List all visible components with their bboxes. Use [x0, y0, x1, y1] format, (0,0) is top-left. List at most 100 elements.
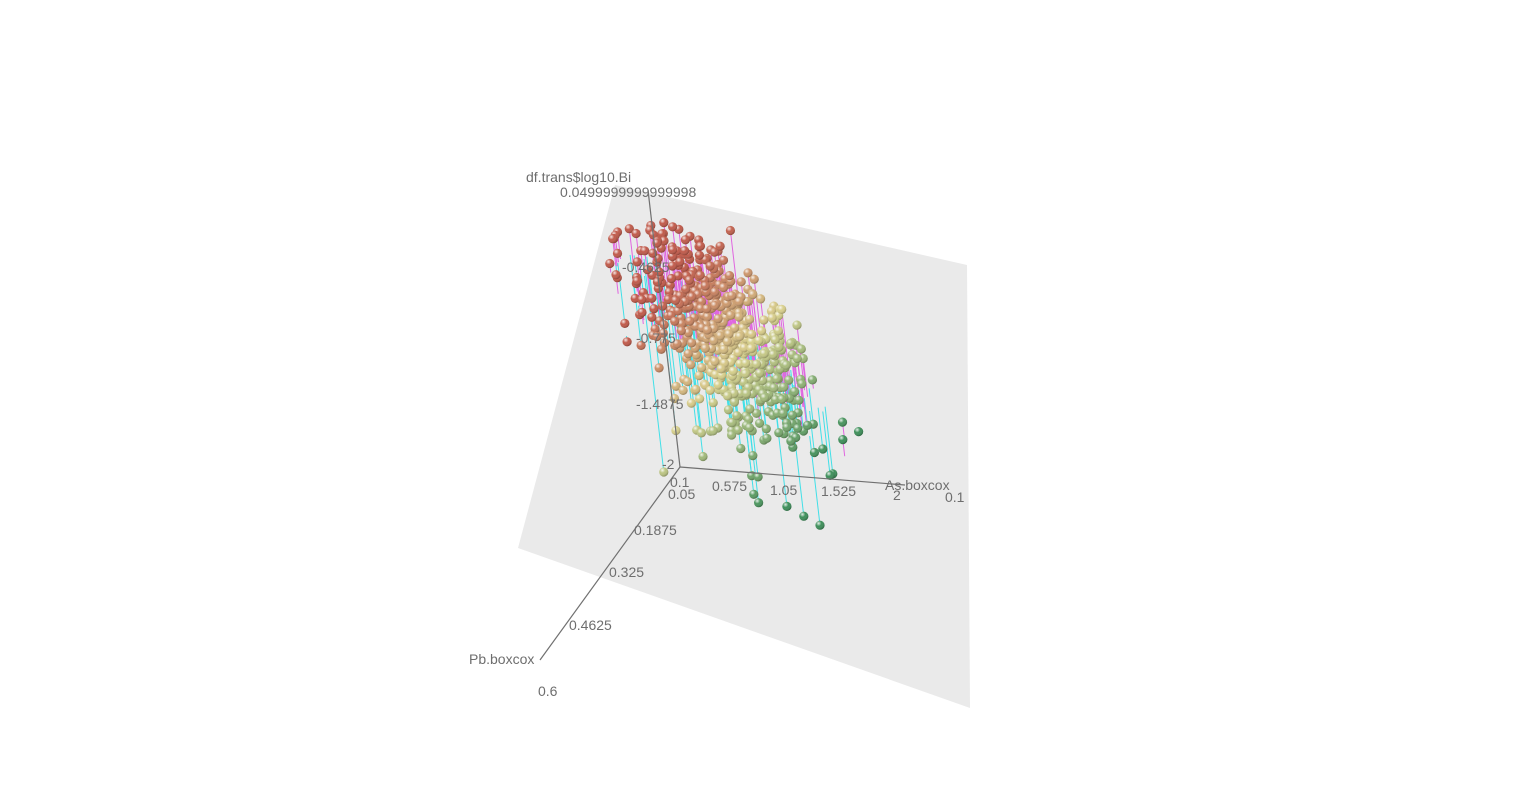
- scatter-point: [716, 364, 726, 374]
- scatter-point: [782, 422, 792, 432]
- scatter-point: [825, 470, 835, 480]
- scatter-point: [631, 228, 641, 239]
- scatter-point: [759, 315, 769, 325]
- scatter-point: [774, 342, 784, 352]
- scatter-point: [637, 295, 647, 305]
- scatter-point: [658, 301, 668, 311]
- scatter-point: [622, 337, 632, 347]
- scatter-point: [739, 343, 749, 353]
- z-tick-label: -1.4875: [636, 396, 684, 412]
- scatter-point: [663, 294, 673, 305]
- scatter-point: [723, 405, 734, 415]
- scatter-point: [713, 314, 723, 324]
- scatter-point: [687, 338, 697, 348]
- scatter-point: [675, 257, 685, 267]
- scatter-point: [715, 331, 725, 341]
- scatter-point: [647, 293, 657, 303]
- scatter-point: [694, 371, 704, 381]
- scatter-point: [678, 385, 688, 395]
- scatter-point: [751, 359, 762, 369]
- scatter-point: [647, 312, 657, 322]
- scatter-point: [632, 257, 642, 267]
- scatter-point: [649, 304, 659, 314]
- scatter-point: [728, 366, 738, 376]
- scatter-point: [659, 236, 669, 246]
- residual-line: [822, 411, 831, 476]
- z-tick-label: -2: [662, 456, 675, 472]
- scatter-point: [741, 358, 751, 368]
- scatter-point: [724, 271, 735, 281]
- y-far-end-label: 0.1: [945, 489, 965, 505]
- scatter-point: [684, 275, 694, 285]
- scatter-point: [700, 281, 710, 291]
- scatter-point: [755, 368, 765, 378]
- z-tick-label: -0.775: [636, 330, 676, 346]
- scatter-point: [837, 417, 848, 427]
- scatter-point: [757, 326, 767, 336]
- scatter-point: [695, 394, 705, 404]
- residual-line: [781, 309, 791, 386]
- scatter-point: [755, 418, 765, 428]
- x-tick-label: 2: [893, 487, 901, 503]
- scatter-point: [620, 318, 630, 328]
- scatter-point: [666, 273, 677, 284]
- scatter-point: [691, 384, 701, 394]
- x-axis-title: As.boxcox: [885, 477, 950, 493]
- scatter-point: [741, 389, 752, 399]
- residual-line: [628, 228, 634, 263]
- residual-line: [682, 345, 689, 382]
- x-tick-label: 1.525: [821, 483, 856, 499]
- scatter-point: [730, 323, 740, 333]
- scatter-point: [715, 241, 725, 251]
- scatter-point: [611, 270, 621, 280]
- scatter-point: [680, 235, 691, 245]
- scatter-point: [612, 248, 623, 258]
- scatter-point: [792, 320, 802, 330]
- z-tick-label: 0.0499999999999998: [560, 184, 696, 200]
- y-tick-label: 0.1875: [634, 522, 677, 538]
- scatter-point: [740, 369, 751, 379]
- x-tick-label: 1.05: [770, 482, 797, 498]
- scatter-point: [726, 310, 736, 320]
- scatter-point: [777, 304, 787, 314]
- scatter-point: [709, 247, 720, 257]
- scatter-point: [751, 408, 762, 418]
- scatter-point: [744, 423, 755, 433]
- scatter-point: [754, 336, 764, 346]
- scatter-point: [708, 426, 718, 436]
- scatter-point: [782, 501, 792, 511]
- scatter-point: [777, 394, 787, 404]
- scatter-point: [683, 328, 693, 338]
- scatter-point: [787, 410, 798, 420]
- scatter-point: [687, 292, 697, 302]
- scatter-point: [732, 411, 742, 421]
- scatter-point: [700, 343, 710, 353]
- scatter-point: [765, 364, 775, 375]
- scatter-point: [708, 398, 718, 408]
- scatter-point: [736, 277, 746, 287]
- scatter-point: [774, 428, 784, 438]
- scatter-point: [658, 328, 668, 338]
- scatter-point: [710, 356, 720, 366]
- scatter-point: [793, 423, 803, 433]
- scatter-point: [654, 363, 664, 373]
- scatter-point: [719, 344, 729, 355]
- residual-line: [643, 301, 665, 473]
- scatter-point: [656, 344, 666, 354]
- scatter-point: [748, 290, 758, 300]
- scatter-point: [676, 326, 686, 336]
- scatter-point: [605, 258, 615, 269]
- scatter-point: [768, 350, 778, 360]
- scatter-point: [727, 291, 737, 301]
- scatter-point: [759, 393, 770, 403]
- scatter-point: [769, 383, 779, 393]
- x-axis-line: [679, 466, 906, 486]
- scatter-point: [680, 246, 690, 256]
- scatter-point: [696, 428, 707, 438]
- scatter-point: [759, 349, 769, 359]
- scatter-point: [745, 404, 755, 414]
- scatter-point: [683, 349, 693, 359]
- residual-line: [760, 298, 768, 354]
- scatter-point: [799, 511, 809, 521]
